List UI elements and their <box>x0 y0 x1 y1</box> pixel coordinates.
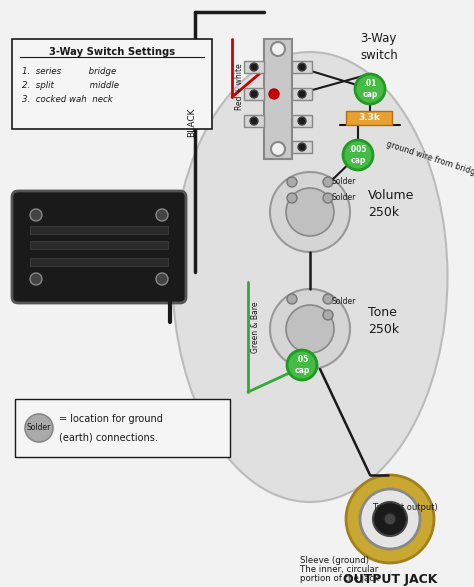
Circle shape <box>298 117 306 125</box>
Circle shape <box>156 273 168 285</box>
Circle shape <box>298 143 306 151</box>
Text: OUTPUT JACK: OUTPUT JACK <box>343 573 437 586</box>
Text: Tip (hot output): Tip (hot output) <box>372 502 438 511</box>
Circle shape <box>250 117 258 125</box>
Bar <box>346 111 392 125</box>
Text: Volume
250k: Volume 250k <box>368 189 414 219</box>
Bar <box>244 88 264 100</box>
Text: Red + white: Red + white <box>235 63 244 110</box>
Circle shape <box>384 513 396 525</box>
Circle shape <box>323 294 333 304</box>
Text: Green & Bare: Green & Bare <box>251 301 260 353</box>
Circle shape <box>298 63 306 71</box>
Text: 1.  series          bridge: 1. series bridge <box>22 67 116 76</box>
Bar <box>292 115 312 127</box>
Text: 3.3k: 3.3k <box>358 113 380 123</box>
Circle shape <box>343 140 373 170</box>
Text: portion of the jack: portion of the jack <box>300 574 379 583</box>
Bar <box>30 241 168 249</box>
Circle shape <box>287 177 297 187</box>
Circle shape <box>355 74 385 104</box>
Text: Solder: Solder <box>332 194 356 203</box>
FancyBboxPatch shape <box>12 191 186 303</box>
Ellipse shape <box>173 52 447 502</box>
Circle shape <box>250 63 258 71</box>
Circle shape <box>250 90 258 98</box>
Text: Tone
250k: Tone 250k <box>368 306 399 336</box>
Circle shape <box>323 193 333 203</box>
Text: Solder: Solder <box>332 296 356 305</box>
Circle shape <box>286 305 334 353</box>
Circle shape <box>25 414 53 442</box>
Circle shape <box>298 90 306 98</box>
Text: = location for ground: = location for ground <box>59 414 163 424</box>
Circle shape <box>30 273 42 285</box>
Circle shape <box>287 350 317 380</box>
Text: .01
cap: .01 cap <box>362 79 378 99</box>
Circle shape <box>156 209 168 221</box>
Circle shape <box>269 89 279 99</box>
Circle shape <box>287 294 297 304</box>
Text: (earth) connections.: (earth) connections. <box>59 432 158 442</box>
Bar <box>12 39 212 129</box>
Circle shape <box>287 193 297 203</box>
Text: ground wire from bridge: ground wire from bridge <box>385 140 474 178</box>
Circle shape <box>271 42 285 56</box>
Circle shape <box>346 475 434 563</box>
Text: 3.  cocked wah  neck: 3. cocked wah neck <box>22 95 113 104</box>
Text: .005
cap: .005 cap <box>349 146 367 165</box>
Circle shape <box>373 502 407 536</box>
Circle shape <box>271 142 285 156</box>
Text: The inner, circular: The inner, circular <box>300 565 378 574</box>
Circle shape <box>323 177 333 187</box>
Bar <box>292 61 312 73</box>
Circle shape <box>270 172 350 252</box>
Text: 2.  split             middle: 2. split middle <box>22 81 119 90</box>
Text: 3-Way
switch: 3-Way switch <box>360 32 398 62</box>
Circle shape <box>323 310 333 320</box>
Bar <box>15 399 230 457</box>
Bar <box>292 88 312 100</box>
Circle shape <box>270 289 350 369</box>
Text: Solder: Solder <box>27 423 51 433</box>
Circle shape <box>30 209 42 221</box>
Circle shape <box>286 188 334 236</box>
Bar <box>264 39 292 159</box>
Text: Sleeve (ground): Sleeve (ground) <box>300 556 369 565</box>
Bar <box>244 115 264 127</box>
Bar <box>30 226 168 234</box>
Text: .05
cap: .05 cap <box>294 355 310 375</box>
Bar <box>292 141 312 153</box>
Text: Solder: Solder <box>332 177 356 187</box>
Text: 3-Way Switch Settings: 3-Way Switch Settings <box>49 47 175 57</box>
Text: BLACK: BLACK <box>188 107 197 137</box>
Bar <box>30 258 168 266</box>
Bar <box>244 61 264 73</box>
Circle shape <box>360 489 420 549</box>
